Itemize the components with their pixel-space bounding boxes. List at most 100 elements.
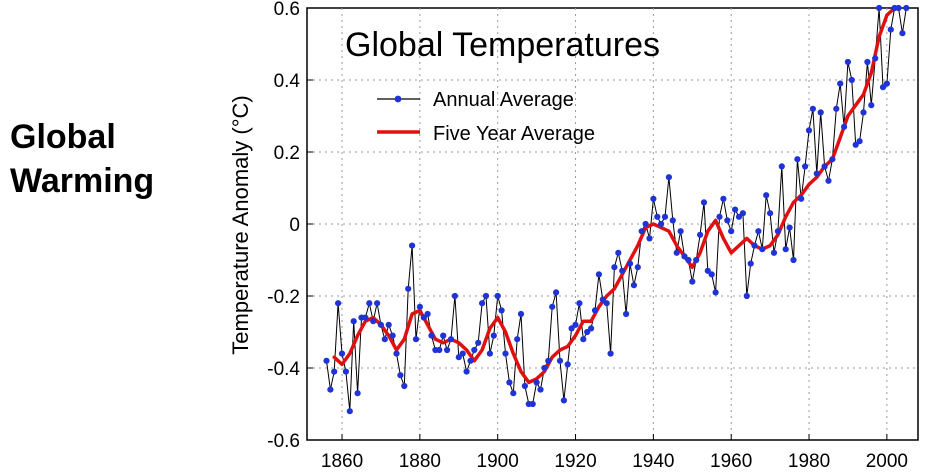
annual-data-point <box>693 256 700 264</box>
annual-data-point <box>338 350 346 357</box>
annual-data-point <box>560 397 568 404</box>
annual-data-point <box>677 228 684 235</box>
annual-data-point <box>716 213 723 220</box>
annual-data-point <box>350 318 357 325</box>
annual-data-point <box>486 350 493 357</box>
annual-data-point <box>331 368 338 375</box>
annual-data-point <box>354 390 361 397</box>
annual-data-point <box>451 292 458 300</box>
annual-data-point <box>611 264 618 271</box>
annual-data-point <box>553 289 560 296</box>
annual-data-point <box>428 332 435 339</box>
annual-data-point <box>393 350 400 357</box>
annual-data-point <box>872 55 879 62</box>
annual-data-point <box>479 300 486 307</box>
plot-frame <box>306 7 919 441</box>
x-tick-label: 1980 <box>788 451 830 472</box>
annual-data-point <box>634 264 641 271</box>
annual-data-point <box>732 206 739 213</box>
annual-data-point <box>817 109 824 116</box>
annual-data-point <box>467 357 474 364</box>
annual-data-point <box>786 224 793 231</box>
legend-annual-label: Annual Average <box>433 89 574 111</box>
annual-data-point <box>366 300 373 307</box>
annual-data-point <box>794 156 801 163</box>
annual-data-point <box>607 350 614 357</box>
annual-data-point <box>370 318 377 325</box>
annual-data-point <box>895 4 902 12</box>
annual-data-point <box>514 336 521 343</box>
annual-data-point <box>564 361 571 368</box>
annual-data-point <box>626 260 634 267</box>
annual-data-point <box>498 307 505 314</box>
annual-data-point <box>825 177 832 184</box>
annual-data-point <box>342 368 349 375</box>
annual-data-point <box>377 321 384 328</box>
annual-data-point <box>568 325 575 332</box>
annual-data-point <box>630 282 638 289</box>
axis-layer: 1860 1880 1900 1920 1940 1960 1980 2000 -0.6 -0.4… <box>267 0 908 472</box>
annual-data-point <box>638 228 645 235</box>
annual-data-point <box>409 242 416 249</box>
legend: Annual Average Five Year Average <box>377 89 595 145</box>
annual-data-point <box>545 357 552 364</box>
annual-data-point <box>588 325 595 332</box>
annual-data-point <box>537 386 544 393</box>
x-tick-label: 1860 <box>321 451 363 472</box>
annual-data-point <box>903 4 910 12</box>
x-tick-label: 1940 <box>632 451 674 472</box>
annual-data-point <box>572 321 579 328</box>
annual-data-point <box>856 138 863 145</box>
annual-data-point <box>833 105 840 112</box>
annual-data-point <box>440 332 447 339</box>
annual-data-point <box>704 267 711 274</box>
marker-layer <box>323 4 910 415</box>
annual-data-point <box>852 141 859 148</box>
annual-data-point <box>837 80 844 87</box>
annual-data-point <box>533 379 540 386</box>
annual-data-point <box>323 357 330 364</box>
annual-data-point <box>327 386 334 393</box>
annual-data-point <box>424 310 431 318</box>
annual-data-point <box>401 382 408 390</box>
annual-data-point <box>619 267 626 274</box>
annual-data-point <box>841 123 848 130</box>
annual-data-point <box>755 228 762 235</box>
annual-data-point <box>844 58 852 66</box>
annual-data-point <box>475 339 482 346</box>
annual-data-point <box>802 163 809 170</box>
annual-data-point <box>642 220 649 228</box>
annual-data-point <box>708 271 715 278</box>
x-tick-label: 1880 <box>399 451 441 472</box>
annual-data-point <box>447 336 455 343</box>
annual-data-point <box>883 80 891 87</box>
annual-data-point <box>739 210 747 217</box>
annual-data-point <box>494 292 501 300</box>
annual-data-point <box>595 271 603 278</box>
annual-data-point <box>899 30 906 37</box>
side-heading-line-1: Global <box>10 118 116 156</box>
annual-data-point <box>529 400 536 408</box>
annual-data-point <box>521 382 529 390</box>
annual-data-point <box>669 217 676 224</box>
annual-data-point <box>864 58 871 66</box>
annual-data-point <box>860 109 867 116</box>
annual-data-point <box>455 354 462 361</box>
y-tick-label: 0.2 <box>274 143 300 164</box>
annual-data-point <box>599 296 606 303</box>
annual-data-point <box>584 328 591 336</box>
annual-data-point <box>603 300 610 307</box>
annual-data-point <box>809 105 817 112</box>
y-tick-label: -0.2 <box>267 287 300 308</box>
x-tick-label: 1960 <box>710 451 752 472</box>
annual-data-point <box>689 278 696 285</box>
annual-data-point <box>876 4 883 12</box>
annual-data-point <box>829 156 836 163</box>
annual-data-point <box>697 231 704 238</box>
annual-data-point <box>556 357 564 364</box>
y-tick-label: 0.4 <box>274 71 301 92</box>
y-axis-label: Temperature Anomaly (°C) <box>228 95 253 354</box>
annual-data-point <box>374 300 381 307</box>
annual-data-point <box>720 195 727 202</box>
